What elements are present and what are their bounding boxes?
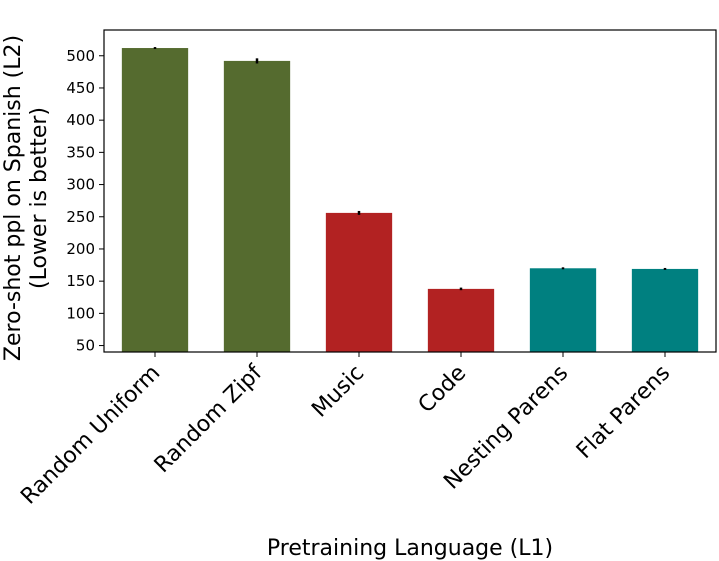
y-tick-label-500: 500 [66, 47, 95, 65]
y-tick-label-50: 50 [76, 337, 95, 355]
x-tick-label-random-zipf: Random Zipf [150, 360, 268, 478]
y-tick-label-200: 200 [66, 240, 95, 258]
bar-random-zipf [223, 60, 291, 353]
y-axis-title-line-1: Zero-shot ppl on Spanish (L2) [1, 35, 26, 361]
x-tick-label-random-uniform: Random Uniform [16, 361, 165, 510]
bar-nesting-parens [529, 268, 597, 352]
y-tick-label-300: 300 [66, 176, 95, 194]
plot-frame [103, 29, 717, 353]
y-tick-label-350: 350 [66, 143, 95, 161]
x-tick-label-flat-parens: Flat Parens [572, 361, 675, 464]
x-tick-label-code: Code [414, 361, 472, 419]
x-axis-title: Pretraining Language (L1) [267, 536, 553, 561]
error-bars-layer [153, 47, 667, 291]
bar-random-uniform [121, 48, 189, 352]
y-tick-label-400: 400 [66, 111, 95, 129]
bar-music [325, 212, 393, 352]
bar-code [427, 288, 495, 352]
bar-flat-parens [631, 268, 699, 352]
bars-layer [121, 48, 699, 353]
y-axis: 50 100 150 200 250 300 350 400 450 500 [66, 47, 104, 355]
y-tick-label-100: 100 [66, 304, 95, 322]
x-tick-label-music: Music [307, 361, 369, 423]
y-axis-title-line-2: (Lower is better) [27, 107, 52, 289]
y-tick-label-150: 150 [66, 272, 95, 290]
y-tick-label-250: 250 [66, 208, 95, 226]
y-tick-label-450: 450 [66, 79, 95, 97]
